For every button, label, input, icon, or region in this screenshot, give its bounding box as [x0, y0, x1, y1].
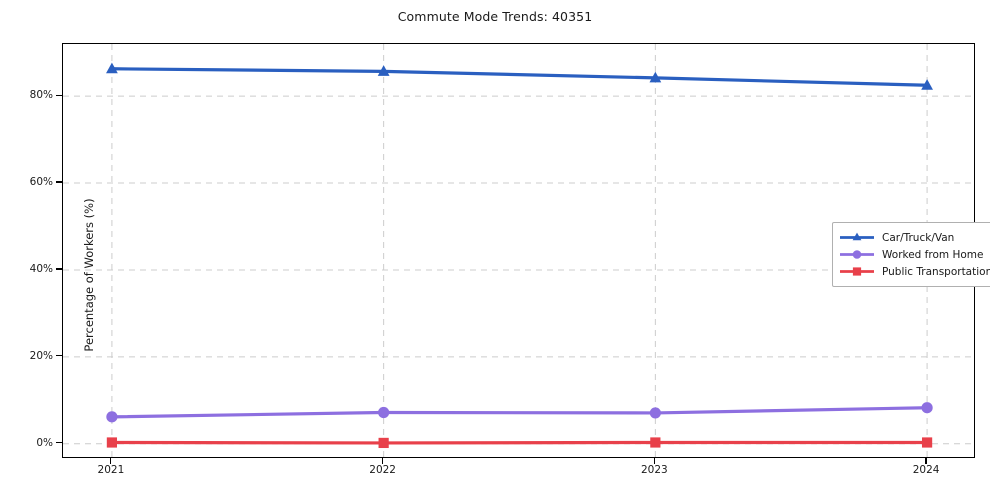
legend-item-worked-from-home: Worked from Home [839, 246, 990, 263]
legend-item-car-truck-van: Car/Truck/Van [839, 229, 990, 246]
data-point-marker-0 [377, 65, 390, 76]
legend-label-car-truck-van: Car/Truck/Van [882, 231, 955, 244]
x-axis-tick-label: 2023 [640, 464, 668, 476]
y-axis-tick-mark [56, 442, 62, 444]
y-axis-tick-labels: 0% 20% 40% 60% 80% [0, 0, 62, 490]
legend-swatch-worked-from-home [840, 250, 874, 259]
x-axis-tick-label: 2021 [97, 464, 125, 476]
y-axis-tick-label: 60% [29, 176, 53, 189]
y-axis-tick-mark [56, 94, 62, 96]
legend-swatch-public-transportation [840, 267, 874, 276]
x-axis-tick-mark [110, 458, 112, 464]
chart-legend: Car/Truck/Van Worked from Home Public Tr… [832, 222, 990, 287]
series-line-1 [110, 406, 929, 419]
legend-label-public-transportation: Public Transportation [882, 265, 990, 278]
data-point-marker-2 [378, 437, 389, 449]
x-axis-tick-mark [925, 458, 927, 464]
data-point-marker-2 [106, 437, 118, 448]
y-axis-tick-label: 40% [29, 262, 53, 275]
x-axis-tick-mark [382, 458, 384, 464]
y-axis-tick-mark [56, 181, 62, 183]
data-point-marker-1 [378, 406, 390, 419]
y-axis-tick-label: 20% [29, 349, 53, 362]
y-axis-tick-mark [56, 268, 62, 270]
plot-area: Percentage of Workers (%) [62, 43, 976, 459]
data-point-marker-0 [106, 62, 118, 74]
data-point-marker-2 [650, 437, 661, 448]
data-point-marker-0 [649, 71, 662, 83]
y-axis-label: Percentage of Workers (%) [82, 198, 96, 352]
legend-label-worked-from-home: Worked from Home [882, 248, 984, 261]
legend-item-public-transportation: Public Transportation [839, 263, 990, 280]
series-line-0 [110, 67, 929, 87]
chart-title: Commute Mode Trends: 40351 [397, 9, 593, 24]
data-point-marker-1 [649, 407, 661, 419]
y-axis-tick-label: 0% [36, 436, 53, 449]
data-point-marker-1 [921, 402, 933, 414]
plot-svg [63, 44, 976, 459]
data-point-marker-0 [921, 79, 933, 90]
y-axis-tick-label: 80% [29, 89, 53, 102]
x-axis-tick-label: 2024 [912, 464, 940, 476]
data-point-marker-1 [106, 411, 118, 423]
x-axis-tick-mark [653, 458, 655, 464]
data-point-marker-2 [921, 437, 933, 448]
y-axis-tick-mark [56, 355, 62, 357]
legend-swatch-car-truck-van [840, 232, 874, 241]
x-axis-tick-label: 2022 [369, 464, 396, 476]
